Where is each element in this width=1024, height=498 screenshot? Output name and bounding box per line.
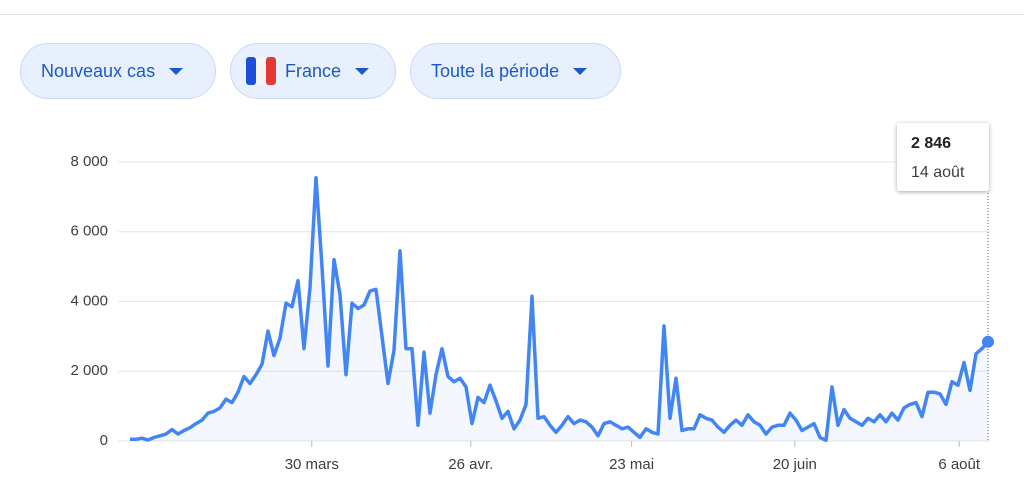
top-rule	[0, 14, 1024, 15]
chip-label: Nouveaux cas	[41, 60, 156, 81]
hover-point	[982, 335, 994, 348]
period-chip[interactable]: Toute la période	[410, 43, 621, 99]
caret	[573, 67, 588, 75]
y-tick-label: 8 000	[70, 153, 108, 170]
y-tick-label: 6 000	[70, 223, 108, 240]
tooltip-date: 14 août	[911, 164, 965, 181]
flag	[246, 57, 276, 85]
metric-chip[interactable]: Nouveaux cas	[20, 43, 216, 99]
x-tick-label: 23 mai	[609, 456, 654, 473]
y-tick-label: 2 000	[70, 362, 108, 379]
x-tick-label: 26 avr.	[448, 456, 493, 473]
chip-label: Toute la période	[431, 60, 560, 81]
x-tick-label: 20 juin	[773, 456, 817, 473]
caret	[355, 67, 370, 75]
chip-label: France	[285, 60, 342, 81]
y-tick-label: 4 000	[70, 292, 108, 309]
country-chip[interactable]: France	[230, 43, 396, 99]
x-tick-label: 6 août	[938, 456, 981, 473]
area	[130, 177, 988, 441]
tooltip: 2 846 14 août	[897, 123, 989, 191]
y-tick-label: 0	[100, 432, 108, 449]
x-tick-label: 30 mars	[285, 456, 339, 473]
tooltip-value: 2 846	[911, 135, 952, 152]
line	[130, 175, 990, 443]
caret	[169, 67, 184, 75]
